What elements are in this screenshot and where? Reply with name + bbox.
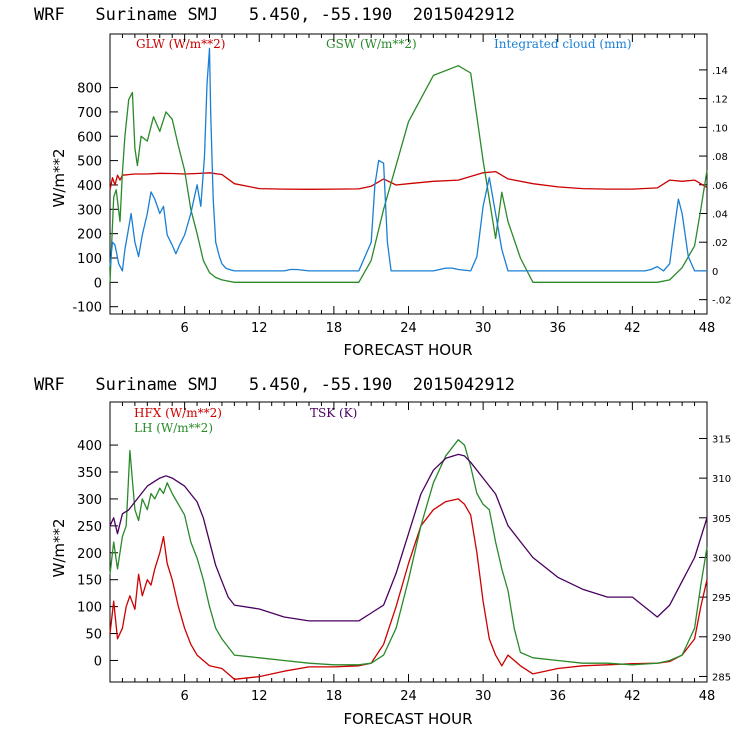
y2-tick-label: 295 — [712, 593, 731, 604]
legend-tsk: TSK (K) — [310, 406, 357, 420]
series-line-cloud — [109, 47, 707, 272]
y-tick-label: 50 — [85, 628, 102, 643]
y-tick-label: 350 — [77, 466, 102, 481]
panel2-series — [109, 439, 708, 680]
panel1-y-axis-label: W/m**2 — [50, 148, 68, 207]
x-tick-label: 48 — [699, 689, 716, 704]
y2-tick-label: .04 — [712, 209, 728, 220]
panel2-plot-frame — [109, 401, 708, 683]
legend-lh: LH (W/m**2) — [134, 421, 213, 435]
x-tick-label: 48 — [699, 321, 716, 336]
y2-tick-label: 0 — [712, 267, 718, 278]
y-tick-label: 300 — [77, 493, 102, 508]
y-tick-label: 800 — [77, 82, 102, 97]
x-tick-label: 6 — [180, 689, 188, 704]
y-tick-label: 400 — [77, 179, 102, 194]
panel1-x-axis-label: FORECAST HOUR — [343, 341, 472, 359]
y2-tick-label: 285 — [712, 672, 731, 683]
panel1-legend: GLW (W/m**2) GSW (W/m**2) Integrated clo… — [136, 37, 632, 51]
series-line-gsw — [109, 65, 708, 283]
panel1-y-ticks: -100 0 100 200 300 400 500 600 700 800 — [72, 82, 102, 316]
panel1-y2-ticks: -.02 0 .02 .04 .06 .08 .10 .12 .14 — [712, 66, 732, 307]
y2-tick-label: .02 — [712, 238, 728, 249]
y2-tick-label: -.02 — [712, 296, 732, 307]
panel1-title: WRF Suriname SMJ 5.450, -55.190 20150429… — [34, 5, 515, 25]
panel2-legend: HFX (W/m**2) LH (W/m**2) TSK (K) — [134, 406, 357, 435]
x-tick-label: 24 — [400, 321, 417, 336]
y-tick-label: 700 — [77, 106, 102, 121]
y2-tick-label: 305 — [712, 514, 731, 525]
legend-cloud: Integrated cloud (mm) — [494, 37, 632, 51]
y2-tick-label: .08 — [712, 152, 728, 163]
panel2-y2-ticks: 285 290 295 300 305 310 315 — [712, 434, 731, 683]
x-tick-label: 30 — [475, 321, 492, 336]
panel2-title: WRF Suriname SMJ 5.450, -55.190 20150429… — [34, 375, 515, 395]
x-tick-label: 18 — [326, 321, 343, 336]
y-tick-label: 0 — [94, 276, 102, 291]
panel-radiation: WRF Suriname SMJ 5.450, -55.190 20150429… — [34, 5, 732, 359]
y2-tick-label: 310 — [712, 474, 731, 485]
x-tick-label: 36 — [549, 689, 566, 704]
x-tick-label: 12 — [251, 321, 268, 336]
x-tick-label: 12 — [251, 689, 268, 704]
y-tick-label: 300 — [77, 203, 102, 218]
legend-gsw: GSW (W/m**2) — [326, 37, 417, 51]
panel1-tick-marks — [110, 34, 707, 314]
x-tick-label: 36 — [549, 321, 566, 336]
y-tick-label: 150 — [77, 574, 102, 589]
x-tick-label: 6 — [180, 321, 188, 336]
y-tick-label: 600 — [77, 130, 102, 145]
panel2-y-axis-label: W/m**2 — [50, 518, 68, 577]
legend-glw: GLW (W/m**2) — [136, 37, 225, 51]
series-line-tsk — [109, 453, 708, 622]
panel1-x-ticks: 6 12 18 24 30 36 42 48 — [180, 321, 715, 336]
y-tick-label: 250 — [77, 520, 102, 535]
y2-tick-label: 290 — [712, 633, 731, 644]
panel2-x-axis-label: FORECAST HOUR — [343, 710, 472, 728]
y-tick-label: -100 — [72, 301, 102, 316]
x-tick-label: 24 — [400, 689, 417, 704]
legend-hfx: HFX (W/m**2) — [134, 406, 222, 420]
series-line-glw — [109, 170, 708, 190]
y2-tick-label: .06 — [712, 181, 728, 192]
panel-surface-flux: WRF Suriname SMJ 5.450, -55.190 20150429… — [34, 375, 731, 728]
y2-tick-label: .10 — [712, 123, 728, 134]
x-tick-label: 30 — [475, 689, 492, 704]
y-tick-label: 100 — [77, 252, 102, 267]
y-tick-label: 200 — [77, 547, 102, 562]
panel2-y-ticks: 0 50 100 150 200 250 300 350 400 — [77, 439, 102, 669]
series-line-lh — [109, 439, 708, 666]
x-tick-label: 42 — [624, 689, 641, 704]
panel1-series — [109, 47, 708, 283]
x-tick-label: 42 — [624, 321, 641, 336]
y-tick-label: 100 — [77, 601, 102, 616]
y2-tick-label: .12 — [712, 95, 728, 106]
y2-tick-label: 300 — [712, 553, 731, 564]
panel2-x-ticks: 6 12 18 24 30 36 42 48 — [180, 689, 715, 704]
y-tick-label: 400 — [77, 439, 102, 454]
series-line-hfx — [109, 498, 708, 680]
y-tick-label: 0 — [94, 654, 102, 669]
y2-tick-label: 315 — [712, 434, 731, 445]
panel2-tick-marks — [110, 402, 707, 682]
y2-tick-label: .14 — [712, 66, 728, 77]
x-tick-label: 18 — [326, 689, 343, 704]
y-tick-label: 500 — [77, 155, 102, 170]
y-tick-label: 200 — [77, 228, 102, 243]
